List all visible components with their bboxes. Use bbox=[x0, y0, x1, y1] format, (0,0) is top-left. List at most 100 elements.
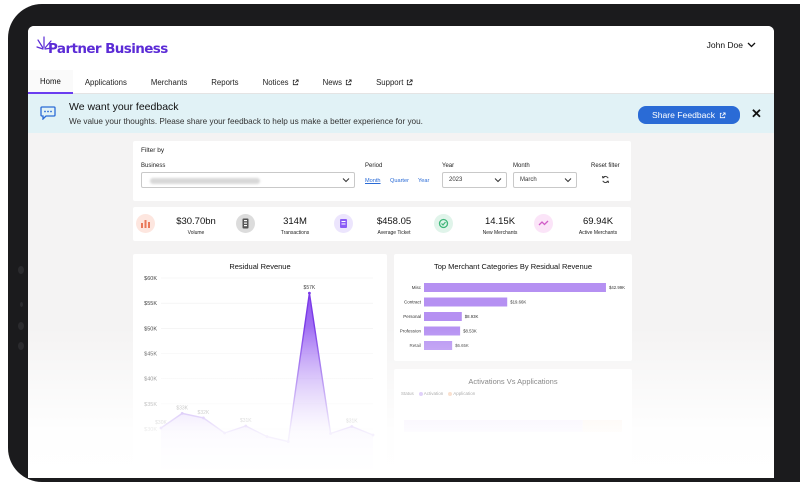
stat-value: $30.70bn bbox=[176, 216, 216, 227]
logo-burst-icon bbox=[36, 36, 53, 50]
user-name: John Doe bbox=[706, 40, 743, 50]
external-link-icon bbox=[407, 78, 413, 85]
stat-label: Average Ticket bbox=[377, 230, 411, 236]
category-bar[interactable] bbox=[424, 312, 462, 321]
residual-revenue-title: Residual Revenue bbox=[229, 262, 291, 271]
top-categories-card: Top Merchant Categories By Residual Reve… bbox=[394, 254, 632, 361]
chevron-down-icon bbox=[494, 178, 502, 183]
revenue-point[interactable] bbox=[265, 435, 269, 438]
y-tick-label: $60K bbox=[144, 276, 157, 282]
stats-card: $30.70bn Volume 314M Transactions $458.05 Ave… bbox=[133, 207, 631, 241]
nav-item-news[interactable]: News bbox=[311, 70, 365, 94]
chevron-down-icon bbox=[564, 178, 572, 183]
stacked-bar-application[interactable] bbox=[582, 420, 622, 432]
user-menu[interactable]: John Doe bbox=[707, 40, 756, 50]
y-tick-label: $45K bbox=[144, 352, 157, 358]
banner-title: We want your feedback bbox=[69, 101, 179, 113]
activity-icon bbox=[533, 214, 553, 233]
top-bar: Partner Business John Doe bbox=[28, 26, 774, 70]
revenue-point[interactable] bbox=[371, 433, 375, 437]
revenue-point[interactable] bbox=[350, 425, 354, 428]
refresh-icon[interactable] bbox=[601, 175, 610, 184]
nav-item-merchants[interactable]: Merchants bbox=[139, 70, 199, 94]
nav-item-label: Support bbox=[376, 77, 404, 87]
revenue-point[interactable] bbox=[159, 426, 163, 430]
receipt-icon-glyph bbox=[339, 219, 347, 228]
period-month[interactable]: Month bbox=[365, 178, 381, 184]
share-feedback-label: Share Feedback bbox=[651, 110, 716, 120]
nav-item-support[interactable]: Support bbox=[364, 70, 425, 94]
revenue-data-label: $31K bbox=[346, 418, 358, 424]
nav-item-label: Notices bbox=[262, 77, 289, 87]
top-categories-title: Top Merchant Categories By Residual Reve… bbox=[433, 262, 592, 271]
filter-title: Filter by bbox=[141, 147, 165, 154]
month-label: Month bbox=[513, 163, 530, 169]
category-value-label: $8.93K bbox=[465, 314, 479, 319]
nav-item-label: News bbox=[322, 77, 343, 87]
revenue-point[interactable] bbox=[286, 440, 290, 443]
y-tick-label: $35K bbox=[144, 402, 157, 408]
revenue-data-label: $33K bbox=[176, 405, 188, 411]
stat-value: 314M bbox=[283, 216, 307, 227]
feedback-banner: We want your feedback We value your thou… bbox=[28, 94, 774, 133]
main-nav: Home Applications Merchants Reports Notices N… bbox=[28, 70, 774, 94]
revenue-data-label: $57K bbox=[304, 285, 316, 291]
category-label: Misc bbox=[412, 285, 422, 290]
y-tick-label: $50K bbox=[144, 326, 157, 332]
revenue-point[interactable] bbox=[180, 411, 184, 415]
nav-item-applications[interactable]: Applications bbox=[73, 70, 139, 94]
revenue-point[interactable] bbox=[329, 432, 332, 435]
nav-item-label: Applications bbox=[84, 77, 127, 87]
activations-card: Activations Vs Applications Status Activ… bbox=[394, 369, 632, 478]
card-stack-icon-glyph bbox=[242, 218, 248, 229]
activations-chart bbox=[404, 420, 622, 432]
year-select[interactable]: 2023 bbox=[442, 172, 507, 188]
external-link-icon bbox=[719, 111, 726, 118]
nav-item-label: Merchants bbox=[150, 77, 188, 87]
revenue-area bbox=[161, 293, 373, 469]
period-quarter[interactable]: Quarter bbox=[390, 178, 409, 184]
category-label: Personal bbox=[403, 314, 421, 319]
stacked-bar-activation[interactable] bbox=[404, 420, 583, 432]
external-link-icon bbox=[345, 78, 352, 85]
category-bar[interactable] bbox=[424, 326, 461, 336]
nav-item-notices[interactable]: Notices bbox=[251, 70, 311, 94]
app-screen: Partner Business John Doe Home Applicatio… bbox=[28, 26, 774, 478]
period-year[interactable]: Year bbox=[418, 178, 430, 184]
revenue-point[interactable] bbox=[202, 416, 205, 420]
month-select[interactable]: March bbox=[513, 172, 577, 188]
chat-bubble-icon bbox=[40, 106, 56, 120]
share-feedback-button[interactable]: Share Feedback bbox=[638, 106, 740, 124]
nav-item-label: Reports bbox=[211, 77, 239, 87]
category-bar[interactable] bbox=[424, 297, 508, 307]
nav-item-home[interactable]: Home bbox=[28, 70, 73, 94]
y-tick-label: $55K bbox=[144, 301, 157, 307]
business-select[interactable] bbox=[141, 172, 355, 188]
merchant-icon bbox=[433, 214, 453, 233]
stat-label: Active Merchants bbox=[578, 230, 618, 236]
stat-label: Transactions bbox=[280, 230, 310, 236]
revenue-point[interactable] bbox=[308, 291, 311, 295]
merchant-icon-glyph bbox=[438, 218, 448, 229]
device-button bbox=[20, 302, 23, 307]
category-label: Retail bbox=[409, 343, 421, 348]
category-bar[interactable] bbox=[424, 341, 453, 350]
category-bar[interactable] bbox=[424, 283, 606, 292]
logo[interactable]: Partner Business bbox=[36, 34, 168, 60]
category-label: Contract bbox=[404, 300, 422, 305]
period-label: Period bbox=[365, 163, 383, 169]
residual-revenue-card: Residual Revenue $60K $55K $50K $45K $40K $35… bbox=[133, 254, 387, 478]
category-value-label: $42.99K bbox=[609, 285, 625, 290]
close-icon[interactable]: ✕ bbox=[751, 106, 762, 121]
revenue-data-label: $30K bbox=[155, 420, 167, 426]
top-categories-chart: Misc $42.99K Contract $19.66K Personal $8.93K… bbox=[400, 283, 625, 350]
stat-label: New Merchants bbox=[482, 230, 518, 236]
nav-item-reports[interactable]: Reports bbox=[199, 70, 250, 94]
receipt-icon bbox=[333, 214, 353, 233]
bar-chart-icon-glyph bbox=[140, 220, 150, 228]
revenue-point[interactable] bbox=[223, 431, 226, 435]
nav-item-label: Home bbox=[40, 76, 61, 86]
card-stack-icon bbox=[235, 214, 255, 233]
revenue-point[interactable] bbox=[244, 424, 248, 428]
bar-chart-icon bbox=[135, 214, 155, 233]
